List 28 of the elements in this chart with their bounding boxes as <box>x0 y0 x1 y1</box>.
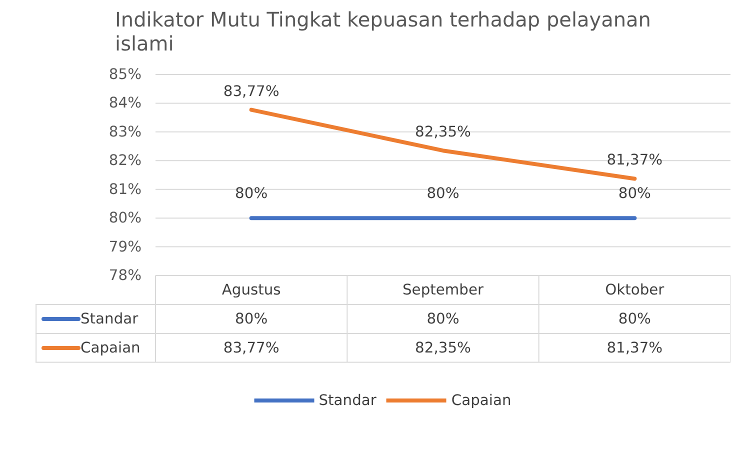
legend-label: Capaian <box>80 340 140 356</box>
y-tick-label: 84% <box>108 94 142 112</box>
text: 81,37% <box>606 152 663 169</box>
text: 80% <box>235 185 268 202</box>
data-label: 82,35% <box>415 340 472 356</box>
text: 80% <box>426 185 460 202</box>
text: Capaian <box>451 392 512 408</box>
y-tick-label: 81% <box>108 180 142 198</box>
x-tick-label: Agustus <box>222 282 281 298</box>
y-tick-label: 85% <box>108 66 142 83</box>
text: 83,77% <box>223 82 280 100</box>
x-tick-label: Oktober <box>605 282 666 298</box>
x-tick-label: September <box>402 282 484 298</box>
y-tick-label: 82% <box>108 152 142 170</box>
data-label: 80% <box>235 310 268 328</box>
text: 82,35% <box>415 124 471 141</box>
data-label: 80% <box>618 310 652 328</box>
y-tick-label: 79% <box>108 238 142 256</box>
y-tick-label: 83% <box>108 123 142 140</box>
text: 80% <box>618 185 651 202</box>
text: Standar <box>318 392 376 408</box>
data-label: 80% <box>426 310 460 328</box>
y-tick-label: 80% <box>108 210 142 227</box>
data-label: 83,77% <box>223 340 280 356</box>
legend-label: Standar <box>80 310 140 328</box>
y-tick-label: 78% <box>108 267 142 284</box>
data-label: 81,37% <box>606 340 663 356</box>
chart-title: Indikator Mutu Tingkat kepuasan terhadap pelayanan islami <box>115 8 651 56</box>
